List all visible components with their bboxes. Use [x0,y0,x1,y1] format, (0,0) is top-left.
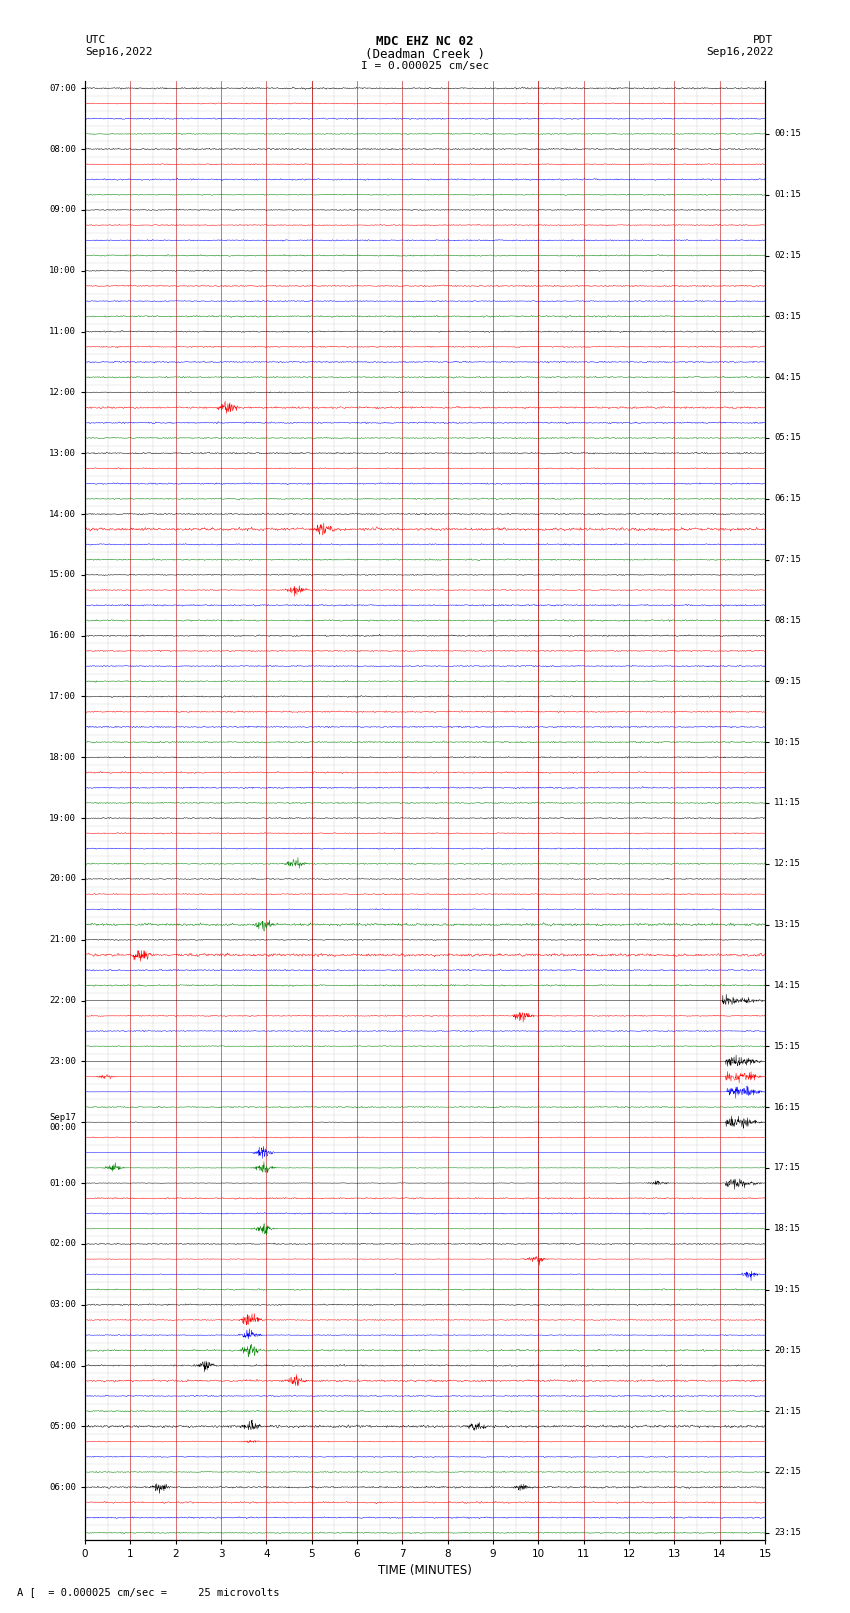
Text: UTC: UTC [85,35,105,45]
Text: A [  = 0.000025 cm/sec =     25 microvolts: A [ = 0.000025 cm/sec = 25 microvolts [17,1587,280,1597]
Text: Sep16,2022: Sep16,2022 [85,47,152,56]
Text: (Deadman Creek ): (Deadman Creek ) [365,48,485,61]
Text: PDT: PDT [753,35,774,45]
Text: Sep16,2022: Sep16,2022 [706,47,774,56]
X-axis label: TIME (MINUTES): TIME (MINUTES) [378,1563,472,1576]
Text: I = 0.000025 cm/sec: I = 0.000025 cm/sec [361,61,489,71]
Text: MDC EHZ NC 02: MDC EHZ NC 02 [377,35,473,48]
